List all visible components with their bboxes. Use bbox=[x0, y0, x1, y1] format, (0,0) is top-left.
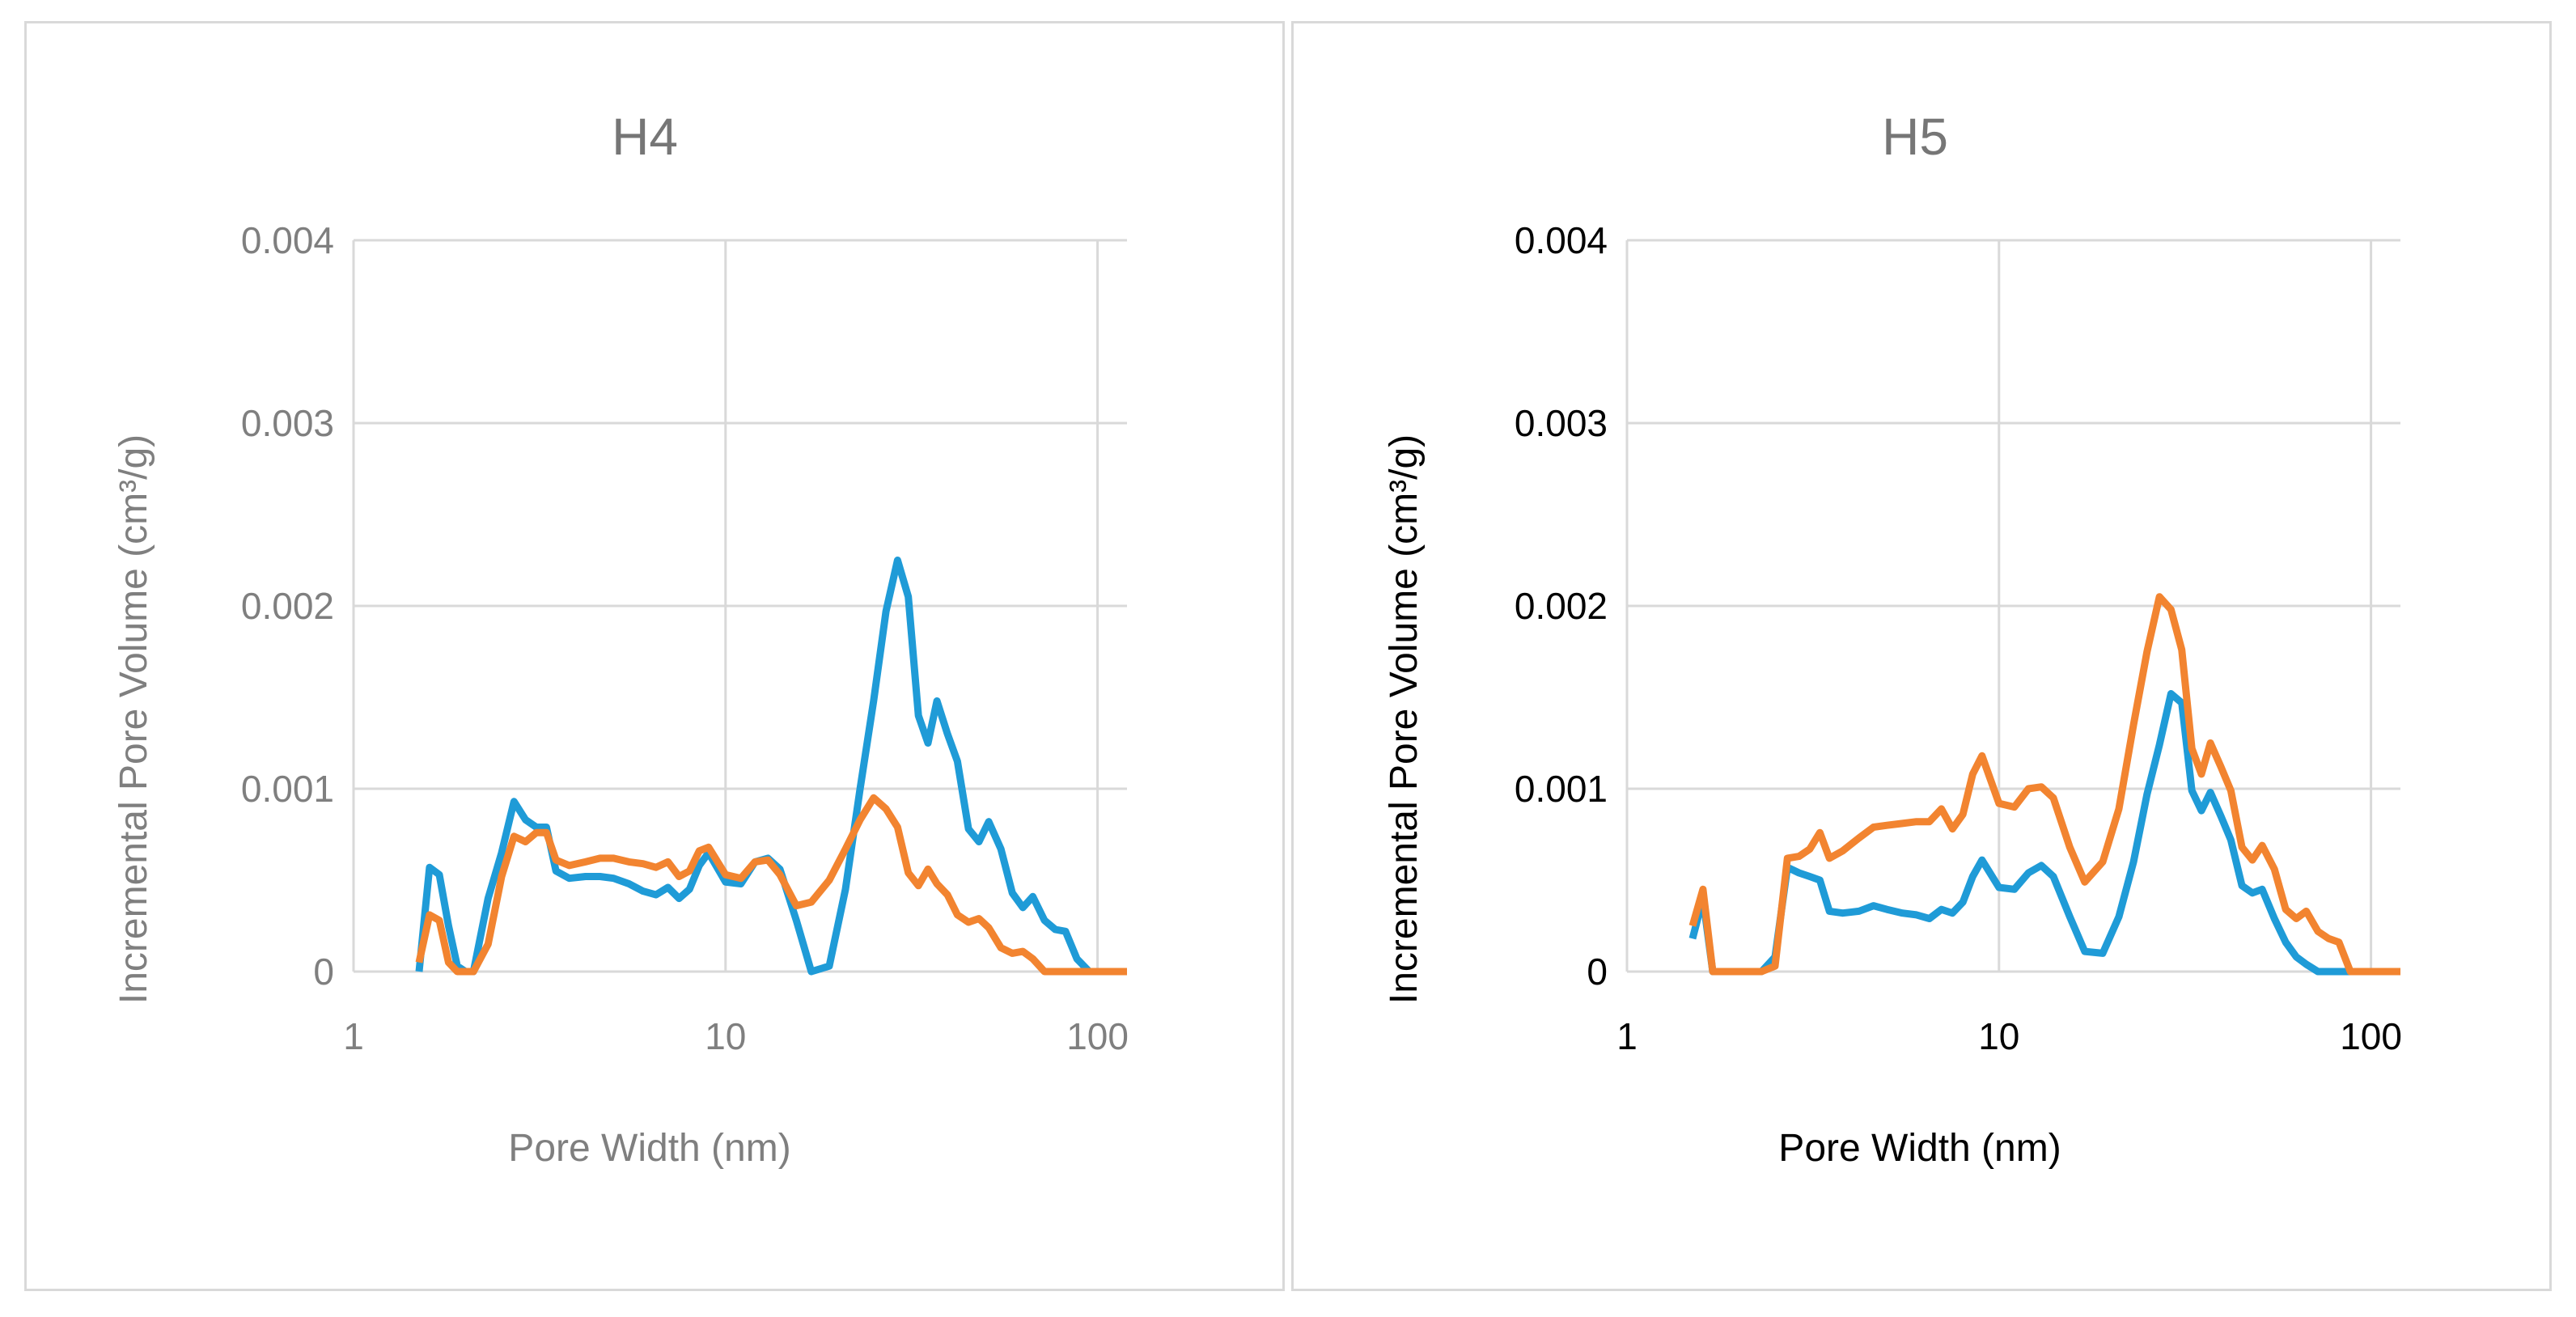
x-axis-label: Pore Width (nm) bbox=[1778, 1127, 2061, 1170]
chart-panel-h5: 0 0.001 0.002 0.003 0.004 1 10 100 H5 Pore Widt… bbox=[1291, 21, 2552, 1291]
series-orange-line bbox=[415, 794, 1127, 976]
x-tick-label: 10 bbox=[1978, 1015, 2019, 1057]
chart-title: H4 bbox=[612, 108, 678, 166]
chart-panel-h4: 0 0.001 0.002 0.003 0.004 1 10 100 H4 Pore Widt… bbox=[24, 21, 1285, 1291]
y-tick-label: 0.003 bbox=[241, 402, 334, 444]
y-tick-label: 0.002 bbox=[241, 585, 334, 627]
y-tick-label: 0.001 bbox=[241, 768, 334, 810]
y-tick-label: 0.001 bbox=[1515, 768, 1608, 810]
chart-title: H5 bbox=[1882, 108, 1948, 166]
x-tick-label: 1 bbox=[343, 1015, 364, 1057]
x-axis-label: Pore Width (nm) bbox=[508, 1127, 790, 1170]
y-tick-label: 0 bbox=[313, 951, 334, 993]
series-orange-line bbox=[1688, 593, 2400, 976]
chart-h4: 0 0.001 0.002 0.003 0.004 1 10 100 H4 Pore Widt… bbox=[112, 108, 1129, 1170]
y-tick-label: 0 bbox=[1587, 951, 1608, 993]
x-tick-label: 1 bbox=[1616, 1015, 1638, 1057]
y-tick-label: 0.002 bbox=[1515, 585, 1608, 627]
y-tick-label: 0.003 bbox=[1515, 402, 1608, 444]
y-tick-label: 0.004 bbox=[241, 219, 334, 261]
chart-h5: 0 0.001 0.002 0.003 0.004 1 10 100 H5 Pore Widt… bbox=[1383, 108, 2402, 1170]
series-blue-line bbox=[415, 557, 1127, 976]
y-tick-label: 0.004 bbox=[1515, 219, 1608, 261]
y-axis-label: Incremental Pore Volume (cm³/g) bbox=[1383, 434, 1426, 1004]
series-blue-line bbox=[1688, 690, 2400, 976]
x-tick-label: 100 bbox=[2340, 1015, 2402, 1057]
x-tick-label: 100 bbox=[1066, 1015, 1129, 1057]
x-tick-label: 10 bbox=[705, 1015, 746, 1057]
y-axis-label: Incremental Pore Volume (cm³/g) bbox=[112, 434, 155, 1004]
